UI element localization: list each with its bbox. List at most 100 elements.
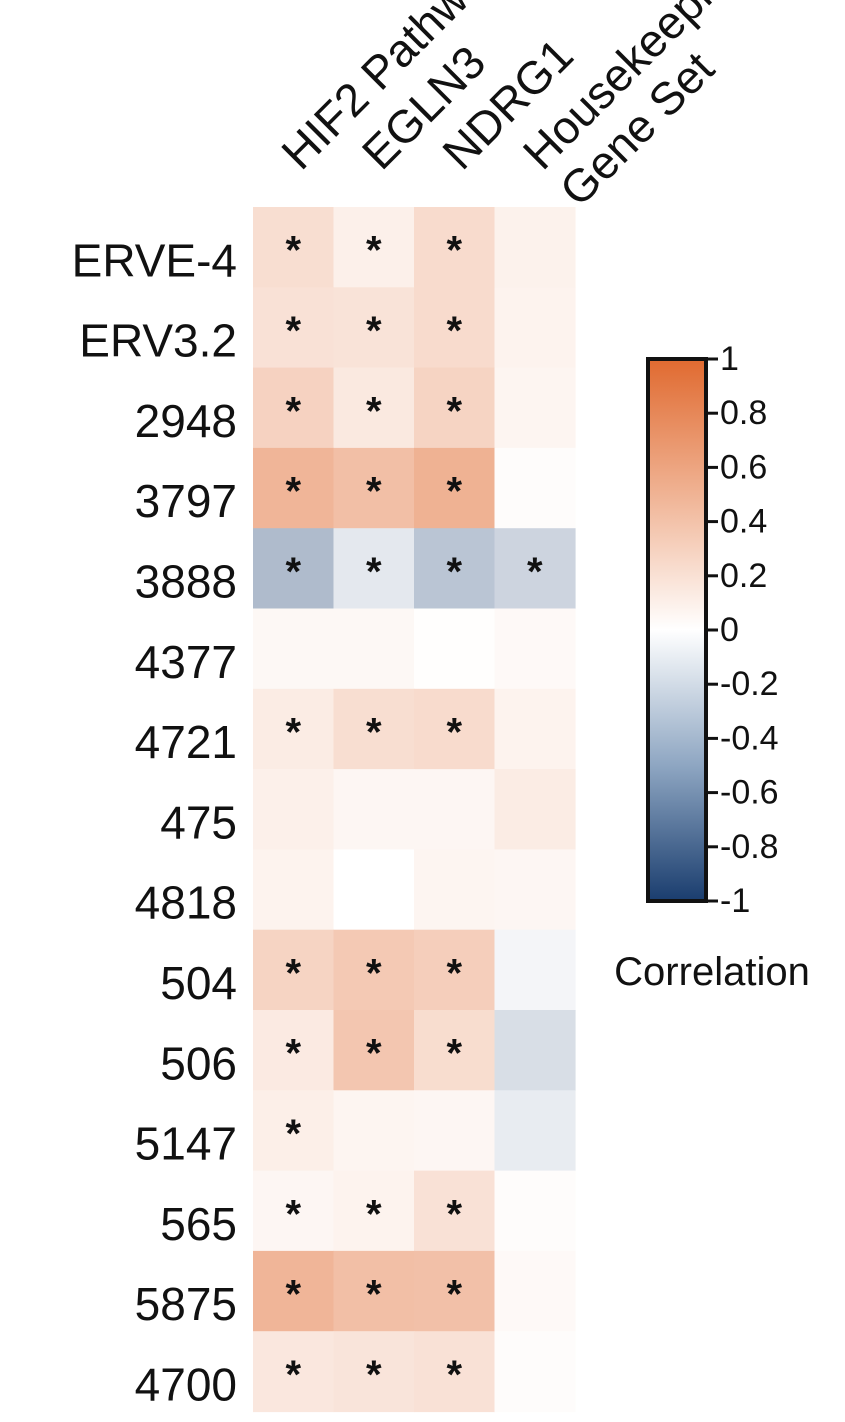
heatmap-cell (333, 608, 415, 690)
heatmap-cell (414, 849, 496, 931)
heatmap-cells (253, 207, 576, 1413)
significance-star: * (446, 1353, 462, 1397)
heatmap-cell (494, 929, 576, 1011)
significance-star: * (446, 309, 462, 353)
colorbar-tick-label: -0.4 (720, 719, 779, 757)
significance-star: * (285, 309, 301, 353)
colorbar-tick-label: 0.8 (720, 394, 767, 432)
row-label: 565 (160, 1198, 237, 1250)
heatmap-cell (414, 528, 496, 610)
heatmap-cell (494, 1170, 576, 1252)
heatmap-cell (253, 1010, 335, 1091)
heatmap-cell (414, 447, 496, 529)
significance-star: * (446, 550, 462, 594)
heatmap-cell (333, 1250, 415, 1332)
row-label: 3888 (135, 556, 237, 608)
heatmap-cell (494, 769, 576, 850)
colorbar-title: Correlation (614, 950, 810, 994)
heatmap-cell (414, 608, 496, 690)
significance-star: * (285, 1032, 301, 1076)
significance-star: * (446, 1273, 462, 1317)
colorbar-gradient (646, 357, 708, 903)
significance-star: * (285, 229, 301, 273)
heatmap-cell (253, 769, 335, 850)
row-label: 506 (160, 1037, 237, 1089)
colorbar-tick-label: -1 (720, 882, 750, 920)
significance-star: * (527, 550, 543, 594)
heatmap-cell (253, 528, 335, 610)
heatmap-cell (414, 207, 496, 288)
significance-star: * (285, 470, 301, 514)
significance-star: * (366, 951, 382, 995)
heatmap-cell (253, 367, 335, 449)
significance-star: * (366, 1353, 382, 1397)
heatmap-cell (253, 688, 335, 770)
heatmap-cell (414, 769, 496, 850)
heatmap-cell (494, 849, 576, 931)
significance-star: * (366, 1273, 382, 1317)
row-label: 4700 (135, 1359, 237, 1411)
significance-star: * (285, 1192, 301, 1236)
heatmap-cell (253, 1090, 335, 1172)
heatmap-cell (494, 287, 576, 369)
significance-star: * (366, 711, 382, 755)
row-label: 5147 (135, 1118, 237, 1170)
row-label: 475 (160, 796, 237, 848)
heatmap-cell (333, 287, 415, 369)
heatmap-cell (253, 207, 335, 288)
heatmap-cell (333, 207, 415, 288)
heatmap-cell (253, 1250, 335, 1332)
significance-star: * (366, 1032, 382, 1076)
heatmap-cell (414, 1090, 496, 1172)
row-label: 4721 (135, 716, 237, 768)
colorbar-tick-label: -0.2 (720, 665, 779, 703)
heatmap-cell (253, 447, 335, 529)
heatmap-cell (414, 1331, 496, 1413)
row-label: ERVE-4 (72, 234, 237, 286)
significance-star: * (285, 389, 301, 433)
heatmap-cell (253, 849, 335, 931)
heatmap-cell (253, 929, 335, 1011)
heatmap-cell (494, 367, 576, 449)
heatmap-cell (333, 688, 415, 770)
heatmap-cell (333, 367, 415, 449)
significance-star: * (446, 389, 462, 433)
heatmap-cell (333, 1010, 415, 1091)
heatmap-cell (494, 447, 576, 529)
heatmap-cell (414, 287, 496, 369)
heatmap-cell (494, 528, 576, 610)
significance-star: * (285, 951, 301, 995)
heatmap-cell (494, 1331, 576, 1413)
significance-star: * (285, 1112, 301, 1156)
row-label: 2948 (135, 395, 237, 447)
significance-star: * (366, 470, 382, 514)
heatmap-cell (333, 769, 415, 850)
heatmap-cell (333, 1331, 415, 1413)
heatmap-cell (494, 688, 576, 770)
significance-star: * (446, 229, 462, 273)
row-labels: ERVE-4 ERV3.2 2948 3797 3888 4377 4721 475 4818 5… (72, 234, 237, 1410)
significance-star: * (285, 1273, 301, 1317)
significance-star: * (366, 309, 382, 353)
heatmap-cell (494, 1090, 576, 1172)
heatmap-cell (414, 929, 496, 1011)
heatmap-cell (414, 367, 496, 449)
row-label: ERV3.2 (79, 315, 237, 367)
heatmap-cell (333, 528, 415, 610)
significance-star: * (285, 550, 301, 594)
significance-star: * (446, 1192, 462, 1236)
heatmap-cell (414, 1010, 496, 1091)
significance-star: * (446, 470, 462, 514)
row-label: 5875 (135, 1278, 237, 1330)
heatmap-cell (253, 1170, 335, 1252)
row-label: 4818 (135, 877, 237, 929)
significance-star: * (446, 1032, 462, 1076)
colorbar-tick-label: -0.8 (720, 828, 779, 866)
heatmap-cell (333, 849, 415, 931)
heatmap-cell (494, 207, 576, 288)
heatmap-cell (494, 608, 576, 690)
heatmap-cell (253, 608, 335, 690)
significance-star: * (446, 711, 462, 755)
